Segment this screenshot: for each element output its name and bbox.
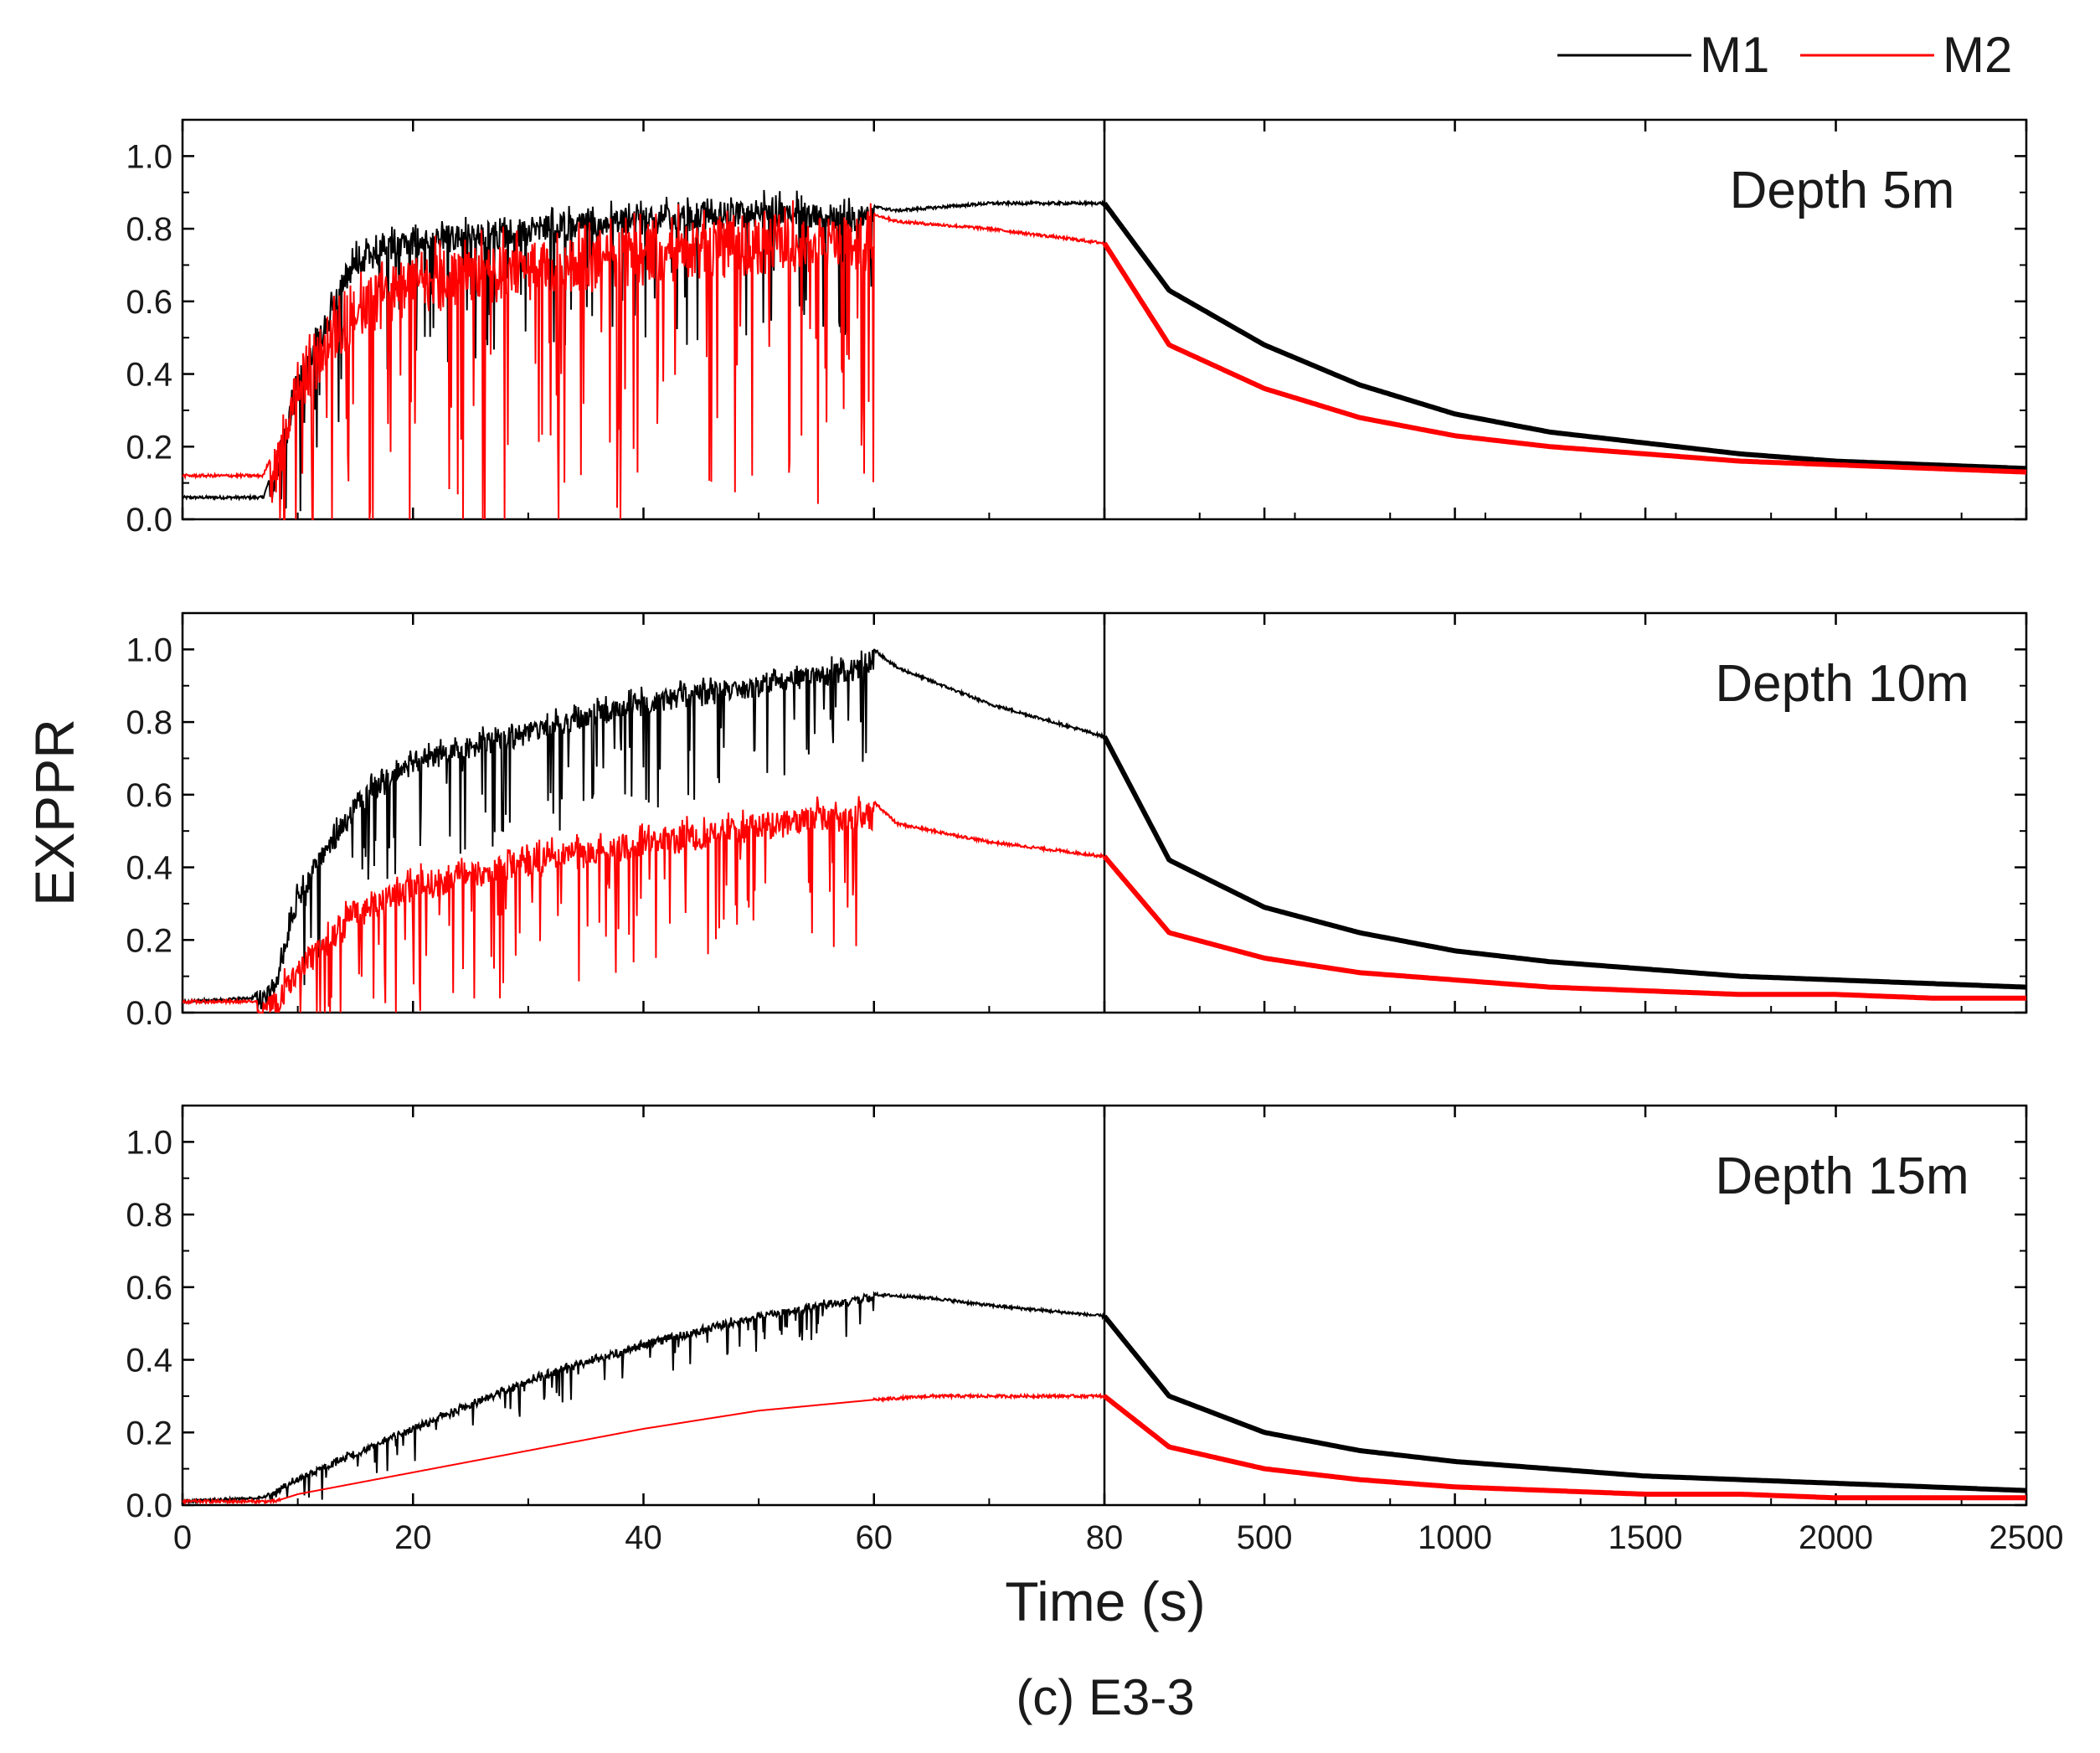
panel-3: 0.0 0.2 0.4 0.6 0.8 1.0 0 20 40 60 80 500 1000 1500 20…	[126, 1104, 2064, 1556]
x-tick-label: 1000	[1418, 1519, 1492, 1556]
x-tick-label: 60	[856, 1519, 893, 1556]
x-tick-label: 20	[394, 1519, 432, 1556]
y-tick-label: 0.2	[126, 922, 172, 959]
figure-caption: (c) E3-3	[1016, 1669, 1194, 1725]
x-tick-label: 40	[625, 1519, 662, 1556]
series-line-m1-early	[182, 1291, 1105, 1505]
legend-label-m2: M2	[1943, 27, 2012, 83]
y-tick-label: 0.2	[126, 429, 172, 466]
panel-title: Depth 5m	[1730, 162, 1955, 219]
panel-2: 0.0 0.2 0.4 0.6 0.8 1.0 Depth 10m	[126, 611, 2028, 1032]
legend: M1 M2	[1557, 27, 2012, 83]
x-tick-label: 500	[1237, 1519, 1293, 1556]
x-tick-label: 1500	[1608, 1519, 1683, 1556]
y-tick-label: 0.6	[126, 1270, 172, 1307]
y-tick-label: 0.4	[126, 357, 172, 394]
series-line-m1-late	[1102, 1314, 2027, 1493]
y-tick-label: 0.8	[126, 704, 172, 741]
series-line-m1-late	[1102, 201, 2027, 472]
y-tick-label: 0.0	[126, 1487, 172, 1524]
y-tick-label: 0.8	[126, 211, 172, 248]
y-tick-label: 0.0	[126, 995, 172, 1032]
panel-title: Depth 15m	[1715, 1147, 1969, 1205]
y-tick-label: 1.0	[126, 138, 172, 175]
x-tick-label: 2500	[1989, 1519, 2064, 1556]
series-line-m2-early	[182, 200, 1105, 520]
y-tick-label: 0.4	[126, 850, 172, 887]
legend-label-m1: M1	[1700, 27, 1769, 83]
series-line-m1-early	[182, 648, 1105, 1010]
y-tick-label: 1.0	[126, 1124, 172, 1161]
series-line-m2-late	[1102, 854, 2026, 1001]
y-tick-label: 0.2	[126, 1415, 172, 1451]
y-tick-label: 0.6	[126, 777, 172, 814]
y-tick-label: 1.0	[126, 632, 172, 668]
x-tick-label: 0	[173, 1519, 192, 1556]
series-line-m1-late	[1102, 735, 2027, 990]
y-tick-label: 0.0	[126, 502, 172, 539]
panel-title: Depth 10m	[1715, 655, 1969, 713]
series-line-m2-late	[1103, 1394, 2026, 1501]
series-line-m2-late	[1102, 241, 2027, 475]
x-tick-label: 80	[1086, 1519, 1124, 1556]
y-tick-label: 0.6	[126, 284, 172, 321]
series-line-m2-early	[182, 1392, 1105, 1506]
series-line-m2-early	[182, 796, 1105, 1013]
x-axis-title: Time (s)	[1005, 1570, 1206, 1632]
y-tick-label: 0.4	[126, 1343, 172, 1379]
y-axis-title: EXPPR	[23, 719, 85, 906]
panel-1: 0.0 0.2 0.4 0.6 0.8 1.0 Depth 5m	[126, 118, 2028, 539]
x-tick-label: 2000	[1799, 1519, 1873, 1556]
series-line-m1-early	[182, 189, 1105, 512]
y-tick-label: 0.8	[126, 1197, 172, 1234]
